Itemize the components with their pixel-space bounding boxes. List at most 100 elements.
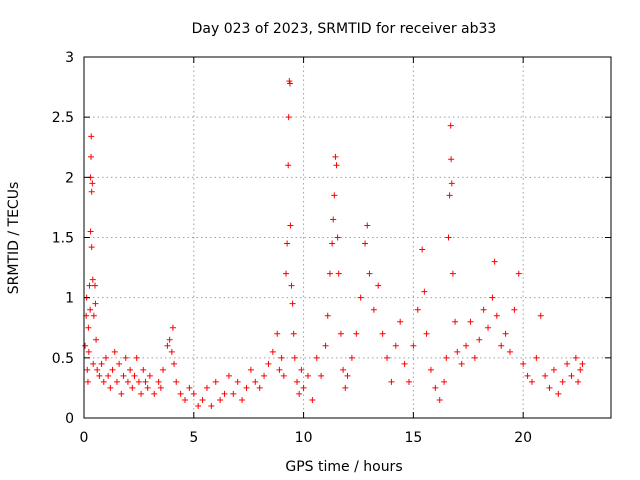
x-tick-label: 15: [404, 430, 422, 446]
data-point: [98, 360, 105, 367]
data-point: [290, 330, 297, 337]
data-point: [362, 240, 369, 247]
data-point: [127, 366, 134, 373]
data-point: [85, 348, 92, 355]
data-point: [401, 360, 408, 367]
data-point: [342, 384, 349, 391]
data-point: [182, 396, 189, 403]
y-tick-label: 0.5: [52, 351, 74, 367]
data-point: [88, 153, 95, 160]
data-point: [234, 378, 241, 385]
y-tick-label: 1: [65, 291, 74, 307]
y-tick-label: 0: [65, 411, 74, 427]
data-point: [107, 384, 114, 391]
grid: [84, 57, 611, 418]
data-point: [392, 342, 399, 349]
data-point: [86, 282, 93, 289]
data-point: [88, 244, 95, 251]
data-point: [212, 378, 219, 385]
data-point: [261, 372, 268, 379]
y-axis-label: SRMTID / TECUs: [6, 182, 22, 295]
data-point: [113, 378, 120, 385]
data-point: [476, 336, 483, 343]
data-point: [199, 396, 206, 403]
data-point: [195, 402, 202, 409]
data-point: [515, 270, 522, 277]
data-point: [493, 312, 500, 319]
data-point: [190, 390, 197, 397]
data-point: [443, 354, 450, 361]
data-point: [122, 354, 129, 361]
data-point: [353, 330, 360, 337]
data-point: [85, 324, 92, 331]
data-point: [287, 222, 294, 229]
data-point: [89, 180, 96, 187]
data-point: [397, 318, 404, 325]
data-point: [577, 366, 584, 373]
data-point: [116, 360, 123, 367]
data-point: [87, 228, 94, 235]
data-point: [283, 270, 290, 277]
data-point: [445, 234, 452, 241]
data-point: [140, 366, 147, 373]
data-point: [87, 306, 94, 313]
y-tick-label: 2.5: [52, 110, 74, 126]
data-point: [298, 366, 305, 373]
data-point: [471, 354, 478, 361]
data-point: [168, 348, 175, 355]
data-point: [575, 378, 582, 385]
data-point: [546, 384, 553, 391]
data-point: [326, 270, 333, 277]
data-point: [502, 330, 509, 337]
data-point: [173, 378, 180, 385]
data-point: [135, 378, 142, 385]
data-point: [186, 384, 193, 391]
data-point: [90, 312, 97, 319]
data-point: [357, 294, 364, 301]
data-point: [432, 384, 439, 391]
data-point: [528, 378, 535, 385]
data-point: [572, 354, 579, 361]
data-point: [157, 384, 164, 391]
data-point: [160, 366, 167, 373]
data-point: [485, 324, 492, 331]
data-point: [169, 324, 176, 331]
data-point: [88, 188, 95, 195]
data-point: [449, 270, 456, 277]
data-point: [293, 378, 300, 385]
data-point: [124, 378, 131, 385]
data-point: [280, 372, 287, 379]
data-point: [313, 354, 320, 361]
data-point: [467, 318, 474, 325]
data-point: [131, 372, 138, 379]
data-point: [265, 360, 272, 367]
data-point: [133, 354, 140, 361]
data-point: [247, 366, 254, 373]
data-point: [221, 390, 228, 397]
data-point: [88, 133, 95, 140]
data-point: [146, 372, 153, 379]
data-point: [337, 330, 344, 337]
plot-frame: [83, 56, 612, 419]
data-point: [252, 378, 259, 385]
data-point: [93, 336, 100, 343]
data-point: [414, 306, 421, 313]
y-tick-label: 2: [65, 170, 74, 186]
data-point: [118, 390, 125, 397]
data-point: [177, 390, 184, 397]
data-point: [203, 384, 210, 391]
data-point: [489, 294, 496, 301]
data-point: [84, 366, 91, 373]
x-tick-label: 10: [295, 430, 313, 446]
data-point: [511, 306, 518, 313]
data-point: [324, 312, 331, 319]
data-point: [375, 282, 382, 289]
x-tick-label: 0: [80, 430, 89, 446]
data-point: [89, 276, 96, 283]
data-point: [370, 306, 377, 313]
data-point: [498, 342, 505, 349]
data-point: [436, 396, 443, 403]
data-point: [111, 348, 118, 355]
data-point: [285, 114, 292, 121]
data-point: [300, 384, 307, 391]
